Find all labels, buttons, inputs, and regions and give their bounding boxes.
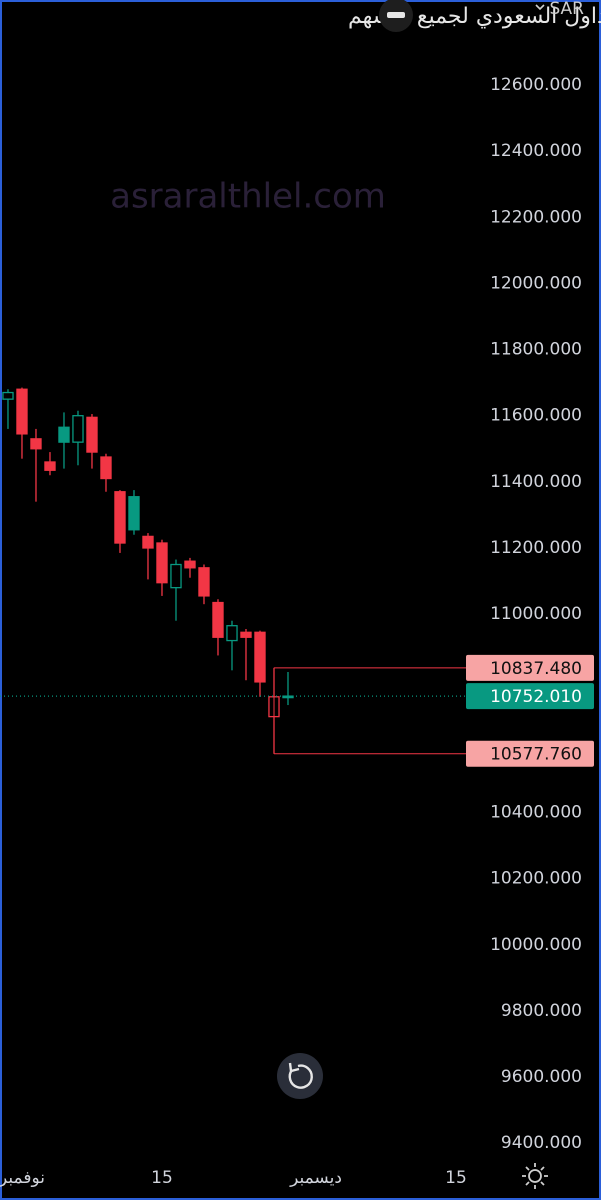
reset-button[interactable] bbox=[277, 1053, 323, 1099]
price-label: 10577.760 bbox=[490, 745, 582, 765]
y-tick-label: 11800.000 bbox=[490, 340, 582, 360]
x-tick-label: نوفمبر bbox=[0, 1168, 45, 1188]
y-tick-label: 12000.000 bbox=[490, 273, 582, 293]
settings-icon[interactable] bbox=[522, 1163, 548, 1189]
candle-body bbox=[44, 461, 56, 471]
y-tick-label: 9800.000 bbox=[501, 1001, 582, 1021]
candle-body bbox=[184, 560, 196, 569]
candle-body bbox=[198, 567, 210, 597]
candle-body bbox=[128, 496, 140, 531]
reset-icon bbox=[288, 1064, 313, 1089]
candle-body bbox=[16, 388, 28, 435]
y-tick-label: 12400.000 bbox=[490, 141, 582, 161]
price-label: 10752.010 bbox=[490, 687, 582, 707]
price-label-box bbox=[466, 740, 594, 767]
y-tick-label: 11000.000 bbox=[490, 604, 582, 624]
candle-body bbox=[254, 631, 266, 683]
y-tick-label: 12600.000 bbox=[490, 75, 582, 95]
currency[interactable]: SAR bbox=[549, 0, 584, 19]
price-label: 10837.480 bbox=[490, 659, 582, 679]
y-tick-label: 10000.000 bbox=[490, 935, 582, 955]
y-tick-label: 9400.000 bbox=[501, 1133, 582, 1153]
collapse-icon bbox=[387, 12, 405, 18]
x-tick-label: 15 bbox=[445, 1168, 467, 1188]
y-tick-label: 11400.000 bbox=[490, 472, 582, 492]
candle-body bbox=[282, 695, 294, 699]
plot: 9400.000 9600.000 9800.000 10000.000 10200.0… bbox=[0, 75, 594, 1188]
y-tick-label: 9600.000 bbox=[501, 1067, 582, 1087]
candle-body bbox=[30, 438, 42, 450]
candle-body bbox=[156, 542, 168, 584]
candle-body bbox=[100, 456, 112, 480]
candle-body bbox=[240, 631, 252, 638]
candle-body bbox=[72, 415, 84, 443]
reset-arrow bbox=[288, 1062, 300, 1073]
candle-body bbox=[212, 601, 224, 638]
candle-body bbox=[170, 563, 182, 589]
y-tick-label: 10200.000 bbox=[490, 869, 582, 889]
x-tick-label: 15 bbox=[151, 1168, 173, 1188]
candle-body bbox=[2, 391, 14, 400]
currency-caret bbox=[535, 4, 545, 11]
candle-body bbox=[86, 416, 98, 453]
watermark: asraralthlel.com bbox=[110, 177, 386, 217]
price-label-box bbox=[466, 654, 594, 681]
candle-body bbox=[58, 426, 70, 443]
y-tick-label: 11200.000 bbox=[490, 538, 582, 558]
y-tick-label: 10400.000 bbox=[490, 803, 582, 823]
price-label-box bbox=[466, 683, 594, 710]
y-tick-label: 12200.000 bbox=[490, 207, 582, 227]
candle-body bbox=[114, 491, 126, 544]
candle-body bbox=[226, 625, 238, 642]
y-tick-label: 11600.000 bbox=[490, 406, 582, 426]
x-tick-label: ديسمبر bbox=[289, 1168, 342, 1188]
candle-body bbox=[142, 535, 154, 549]
